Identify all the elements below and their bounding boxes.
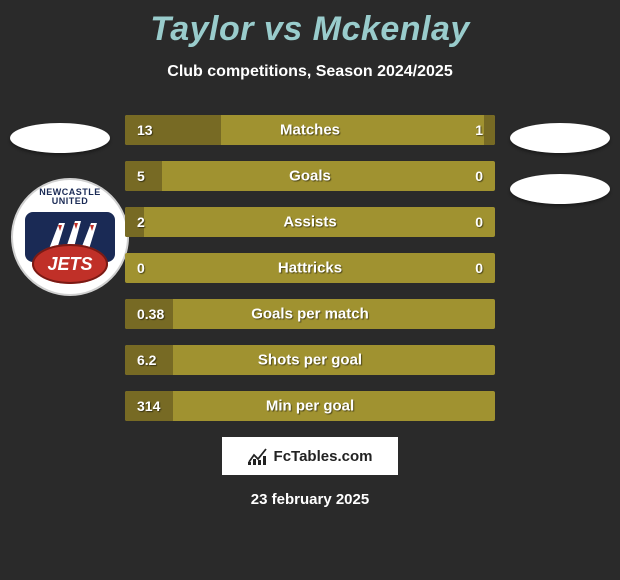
- stat-label: Hattricks: [278, 260, 342, 277]
- site-badge[interactable]: FcTables.com: [222, 437, 398, 475]
- stat-fill-right: [484, 115, 495, 145]
- site-label: FcTables.com: [274, 448, 373, 465]
- stat-label: Matches: [280, 122, 340, 139]
- stat-row: 0.38 Goals per match: [125, 299, 495, 329]
- stat-value-left: 2: [137, 214, 145, 230]
- crest-team-label: JETS: [32, 244, 108, 284]
- crest-line2: UNITED: [39, 197, 101, 206]
- page-title: Taylor vs Mckenlay: [0, 0, 620, 49]
- stat-bars-container: 13 1 Matches 5 0 Goals 2 0 Assists 0 0 Hattricks 0.3…: [125, 115, 495, 421]
- stat-row: 6.2 Shots per goal: [125, 345, 495, 375]
- stat-value-left: 13: [137, 122, 153, 138]
- footer-date: 23 february 2025: [0, 491, 620, 508]
- stat-label: Goals per match: [251, 306, 369, 323]
- crest-text-top: NEWCASTLE UNITED: [39, 188, 101, 207]
- stat-label: Goals: [289, 168, 331, 185]
- fctables-logo-icon: [248, 447, 268, 465]
- stat-row: 2 0 Assists: [125, 207, 495, 237]
- stat-value-left: 0.38: [137, 306, 164, 322]
- stat-value-right: 0: [475, 168, 483, 184]
- stat-value-left: 6.2: [137, 352, 156, 368]
- stat-label: Shots per goal: [258, 352, 362, 369]
- player-left-avatar-placeholder: [10, 123, 110, 153]
- stat-value-right: 1: [475, 122, 483, 138]
- stat-value-right: 0: [475, 214, 483, 230]
- stat-label: Min per goal: [266, 398, 354, 415]
- stat-value-left: 0: [137, 260, 145, 276]
- club-left-crest: NEWCASTLE UNITED JETS: [11, 178, 129, 296]
- stat-value-right: 0: [475, 260, 483, 276]
- stat-value-left: 314: [137, 398, 160, 414]
- club-right-crest-placeholder: [510, 174, 610, 204]
- page-subtitle: Club competitions, Season 2024/2025: [0, 63, 620, 81]
- stat-label: Assists: [283, 214, 336, 231]
- player-right-avatar-placeholder: [510, 123, 610, 153]
- stat-row: 314 Min per goal: [125, 391, 495, 421]
- stat-row: 0 0 Hattricks: [125, 253, 495, 283]
- stat-value-left: 5: [137, 168, 145, 184]
- stat-row: 5 0 Goals: [125, 161, 495, 191]
- stat-row: 13 1 Matches: [125, 115, 495, 145]
